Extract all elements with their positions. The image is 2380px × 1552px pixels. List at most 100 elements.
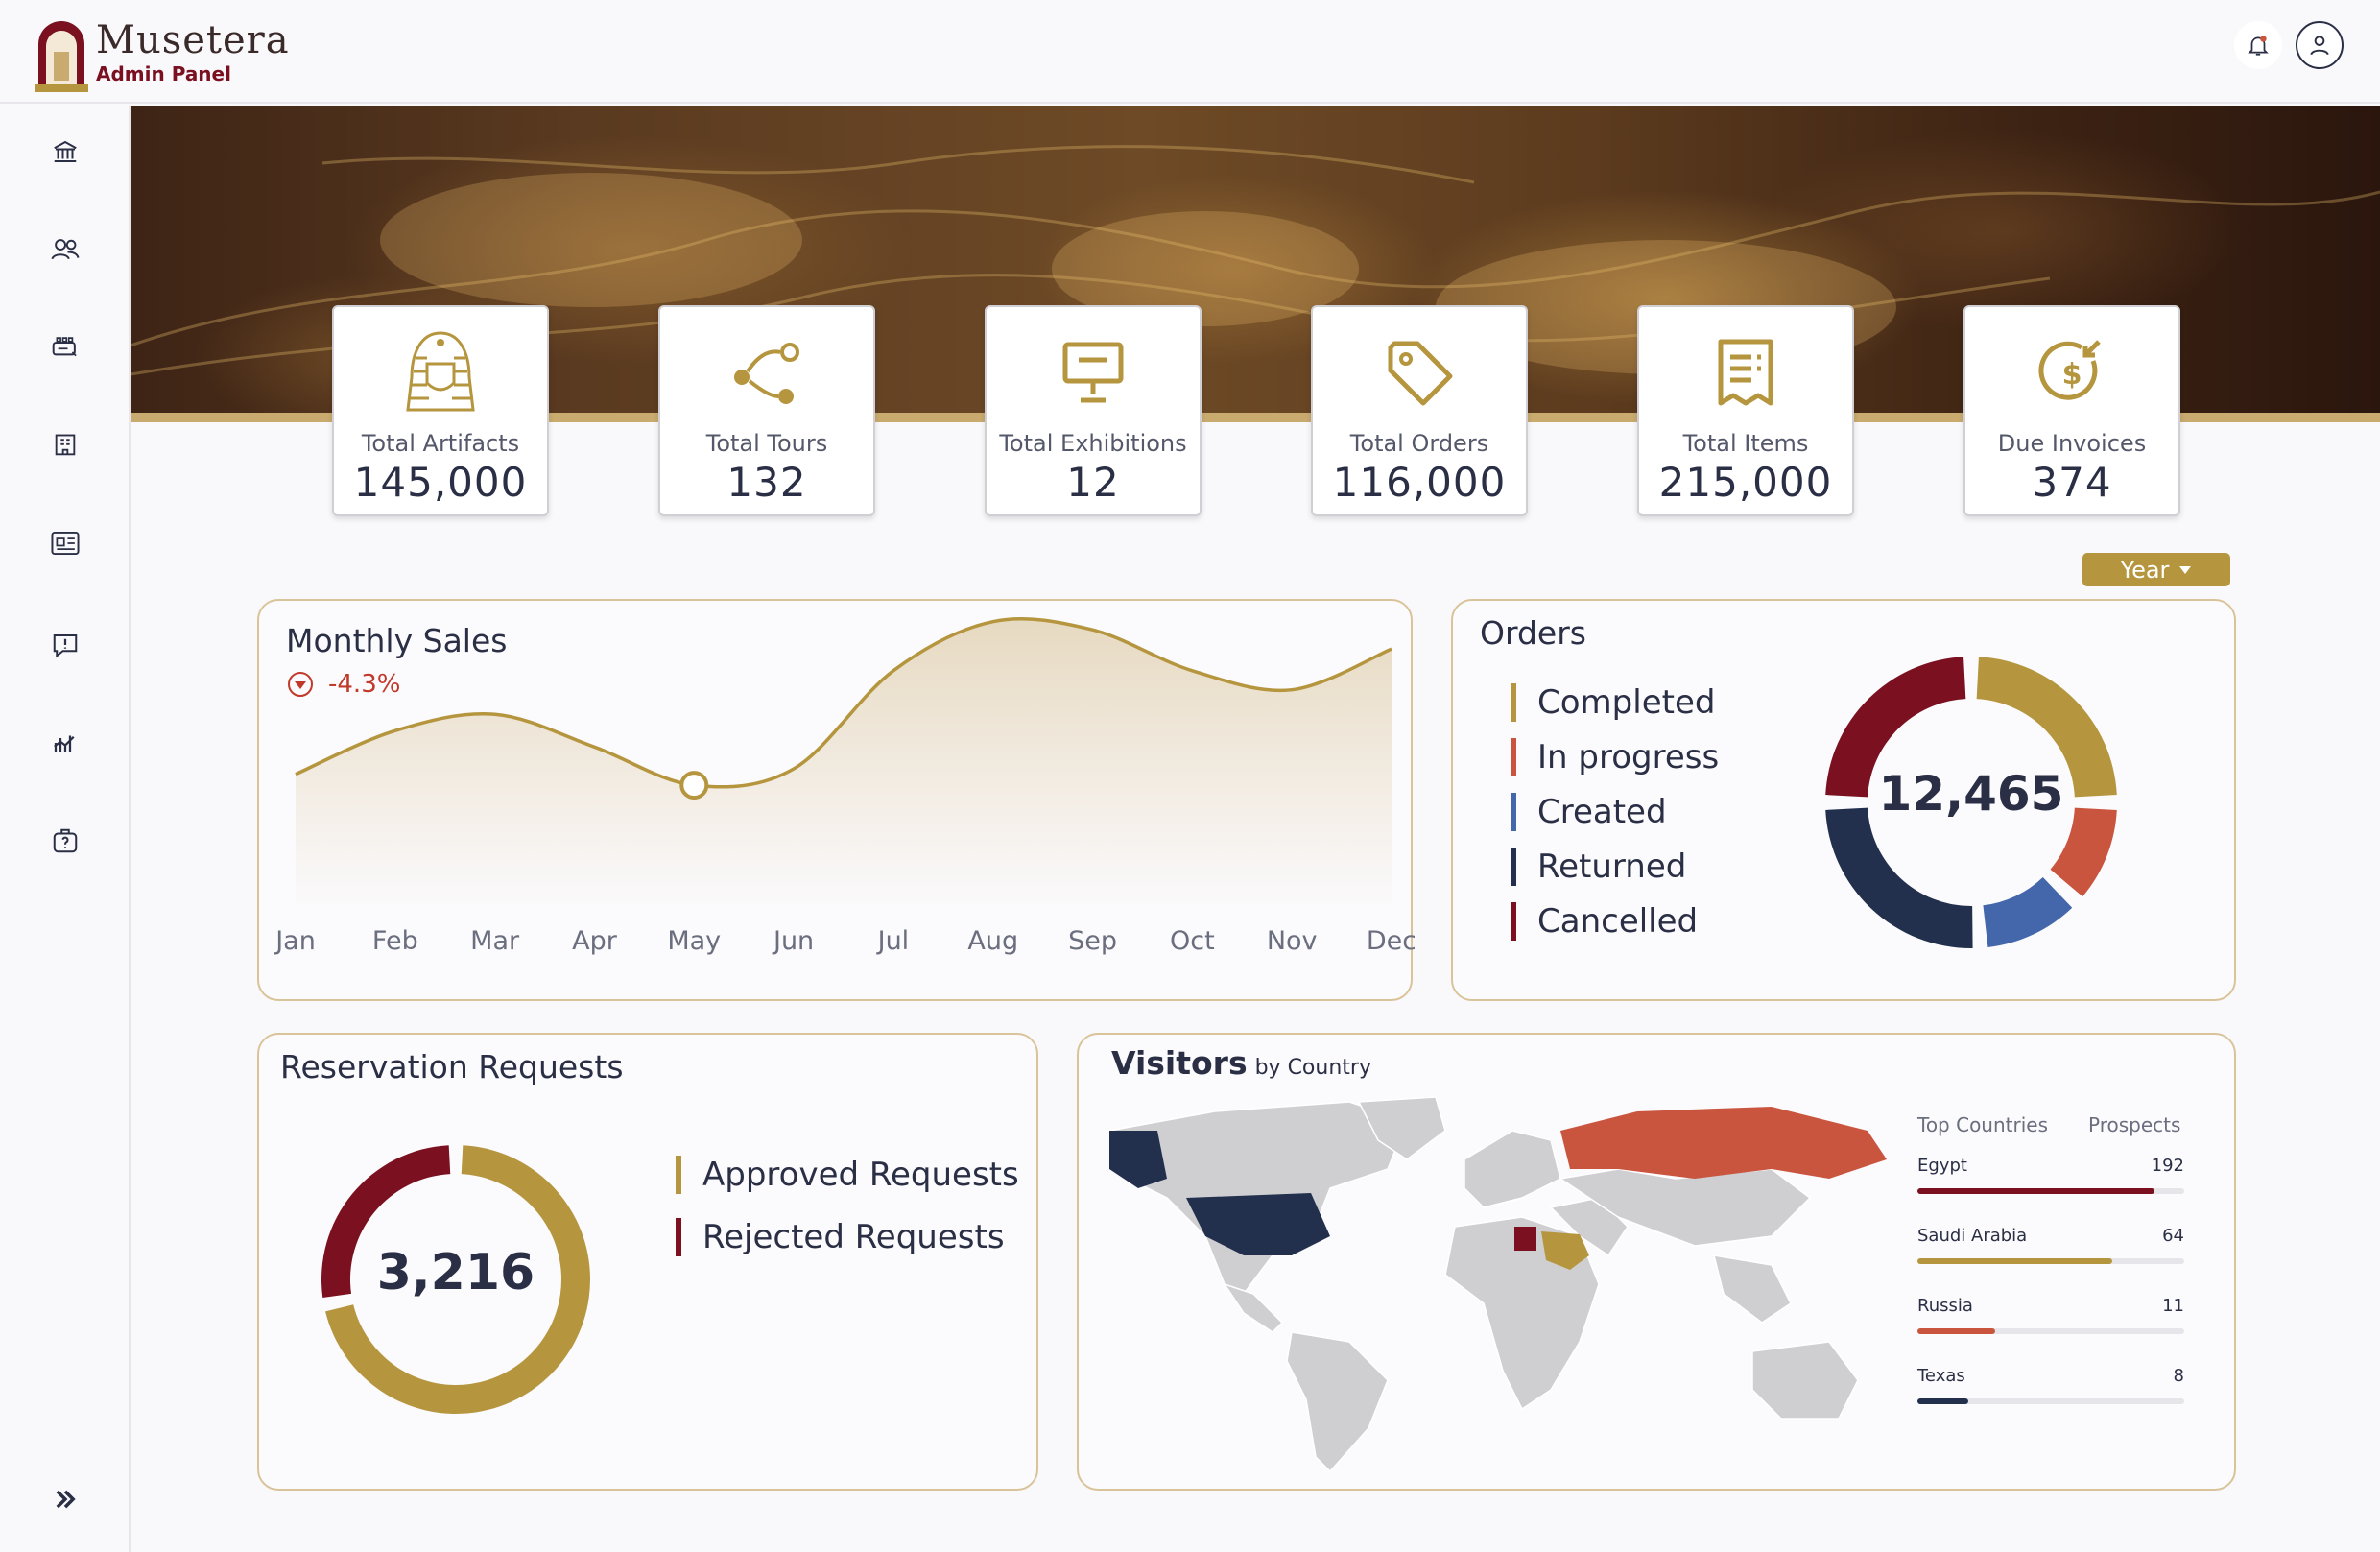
map-alaska [1109,1131,1167,1188]
reservation-legend-item[interactable]: Approved Requests [676,1156,1019,1194]
receipt-icon [1718,339,1773,406]
reservation-legend-item[interactable]: Rejected Requests [676,1218,1005,1256]
sidebar-item-tickets[interactable] [42,324,88,370]
feedback-icon [53,634,78,658]
country-progress-track [1917,1258,2184,1264]
orders-title: Orders [1480,614,1586,652]
sales-point[interactable] [679,771,709,800]
legend-label: Rejected Requests [702,1218,1005,1256]
orders-legend-item[interactable]: Cancelled [1511,902,1698,941]
legend-color-swatch [676,1218,681,1256]
donut-slice-completed[interactable] [1976,657,2117,798]
stat-card-artifacts[interactable]: Total Artifacts 145,000 [332,305,549,516]
donut-slice-cancelled[interactable] [1825,657,1966,798]
x-tick-label: Oct [1170,926,1215,956]
legend-color-swatch [1511,683,1516,722]
stat-card-items[interactable]: Total Items 215,000 [1637,305,1854,516]
stat-card-exhibitions[interactable]: Total Exhibitions 12 [985,305,1202,516]
legend-color-swatch [1511,848,1516,886]
donut-slice-returned[interactable] [1825,807,1973,948]
reservation-title: Reservation Requests [280,1048,624,1086]
map-saudi-arabia [1541,1231,1589,1270]
country-progress-fill [1917,1398,1968,1404]
help-icon [53,828,78,853]
stat-label: Total Exhibitions [999,430,1187,457]
donut-slice-in-progress[interactable] [2050,807,2117,897]
country-value: 8 [2173,1366,2184,1386]
profile-button[interactable] [2296,21,2344,69]
orders-legend-item[interactable]: Returned [1511,848,1686,886]
country-value: 64 [2162,1226,2184,1246]
world-map [1107,1096,1887,1473]
x-tick-label: Apr [572,926,618,956]
stat-value: 116,000 [1332,459,1507,506]
asia [1559,1168,1812,1247]
sidebar-item-help[interactable] [42,818,88,864]
legend-color-swatch [1511,738,1516,776]
tag-icon [1388,341,1453,406]
x-tick-label: Jun [772,926,814,956]
stat-value: 215,000 [1658,459,1833,506]
sidebar-item-users[interactable] [42,227,88,273]
x-tick-label: Nov [1267,926,1318,956]
museum-logo [35,21,88,92]
stat-card-tours[interactable]: Total Tours 132 [658,305,875,516]
x-tick-label: Jul [876,926,910,956]
greenland [1357,1096,1446,1160]
x-tick-label: Sep [1068,926,1117,956]
monthly-sales-change: -4.3% [328,670,401,699]
x-tick-label: Dec [1367,926,1415,956]
notification-button[interactable] [2234,21,2282,69]
legend-label: Completed [1537,683,1716,722]
stat-card-orders[interactable]: Total Orders 116,000 [1311,305,1528,516]
country-progress-fill [1917,1328,1995,1334]
prospects-header: Prospects [2088,1113,2181,1136]
country-progress-fill [1917,1188,2155,1194]
stat-label: Total Orders [1349,430,1489,457]
europe [1464,1130,1561,1208]
orders-legend-item[interactable]: In progress [1511,738,1719,776]
stat-card-invoices[interactable]: $ Due Invoices 374 [1964,305,2180,516]
sidebar-item-feedback[interactable] [42,622,88,668]
orders-legend-item[interactable]: Completed [1511,683,1715,722]
sales-area [296,618,1392,908]
stat-value: 145,000 [353,459,528,506]
stat-label: Total Items [1682,430,1809,457]
southeast-asia [1712,1254,1792,1324]
country-progress-track [1917,1188,2184,1194]
orders-donut-chart [1825,657,2117,948]
legend-label: Approved Requests [702,1156,1019,1194]
sidebar-item-museum[interactable] [42,129,88,175]
sidebar-item-building[interactable] [42,422,88,468]
hero-divider [131,413,2380,422]
visitors-card: Visitors by Country Top Countries Prospe… [1077,1033,2236,1491]
year-filter-label: Year [2120,556,2170,584]
analytics-icon [54,735,75,752]
donut-slice-rejected-requests[interactable] [321,1145,451,1299]
monthly-sales-title: Monthly Sales [286,622,508,659]
sidebar-item-analytics[interactable] [42,720,88,766]
legend-label: Created [1537,793,1667,831]
orders-card: Orders Completed In progress Created Return… [1451,599,2236,1001]
legend-color-swatch [1511,793,1516,831]
caret-down-icon [2179,565,2192,574]
building-icon [55,434,76,456]
legend-label: Returned [1537,848,1687,886]
x-tick-label: Mar [470,926,520,956]
pharaoh-icon [406,331,475,412]
orders-legend-item[interactable]: Created [1511,793,1667,831]
visitors-title-group: Visitors by Country [1111,1044,1371,1082]
map-egypt [1514,1227,1536,1251]
legend-label: In progress [1537,738,1720,776]
sidebar-item-news[interactable] [42,520,88,566]
expand-sidebar-button[interactable] [42,1476,88,1522]
trend-down-icon [288,672,313,697]
country-progress-fill [1917,1258,2112,1264]
year-filter-dropdown[interactable]: Year [2082,553,2230,586]
donut-slice-created[interactable] [1983,876,2073,947]
chevrons-right-icon [56,1490,76,1509]
country-value: 192 [2151,1156,2184,1176]
brand: Musetera Admin Panel [96,19,290,84]
users-icon [51,239,80,260]
bell-icon [2248,36,2269,56]
